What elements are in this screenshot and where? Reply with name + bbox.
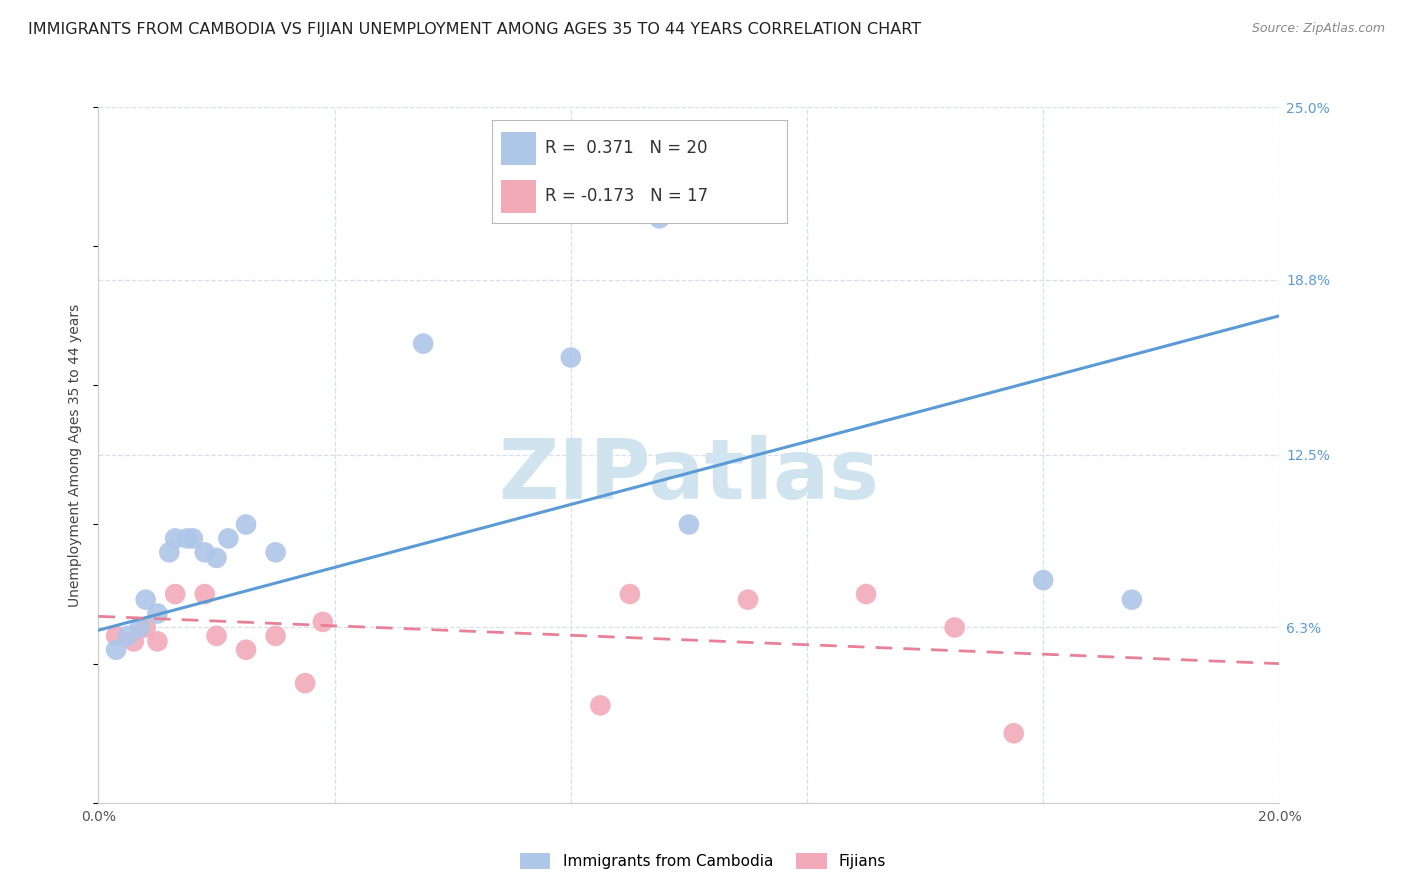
Point xyxy=(135,620,157,634)
Point xyxy=(235,642,257,657)
Point xyxy=(678,517,700,532)
Point xyxy=(412,336,434,351)
Point xyxy=(105,629,128,643)
Bar xyxy=(501,132,536,164)
Point xyxy=(176,532,198,546)
Point xyxy=(1121,592,1143,607)
Legend: Immigrants from Cambodia, Fijians: Immigrants from Cambodia, Fijians xyxy=(513,847,893,875)
Point xyxy=(619,587,641,601)
Point xyxy=(235,517,257,532)
Point xyxy=(146,607,169,621)
Text: R = -0.173   N = 17: R = -0.173 N = 17 xyxy=(546,187,709,205)
Point xyxy=(205,629,228,643)
Point xyxy=(1032,573,1054,587)
Point xyxy=(855,587,877,601)
Point xyxy=(117,629,139,643)
Text: ZIPatlas: ZIPatlas xyxy=(499,435,879,516)
Point xyxy=(157,545,180,559)
Text: R =  0.371   N = 20: R = 0.371 N = 20 xyxy=(546,139,707,157)
Point xyxy=(264,545,287,559)
Point xyxy=(128,620,150,634)
Point xyxy=(217,532,239,546)
Point xyxy=(122,634,145,648)
Point xyxy=(312,615,335,629)
Point xyxy=(943,620,966,634)
Point xyxy=(181,532,204,546)
Point xyxy=(205,550,228,565)
Point xyxy=(194,587,217,601)
Point xyxy=(648,211,671,226)
Point xyxy=(737,592,759,607)
Text: Source: ZipAtlas.com: Source: ZipAtlas.com xyxy=(1251,22,1385,36)
Point xyxy=(589,698,612,713)
Point xyxy=(560,351,582,365)
Point xyxy=(264,629,287,643)
Y-axis label: Unemployment Among Ages 35 to 44 years: Unemployment Among Ages 35 to 44 years xyxy=(69,303,83,607)
Bar xyxy=(501,180,536,212)
Point xyxy=(165,532,187,546)
Point xyxy=(194,545,217,559)
Point xyxy=(294,676,316,690)
Point xyxy=(146,634,169,648)
Point xyxy=(1002,726,1025,740)
Point xyxy=(105,642,128,657)
Text: IMMIGRANTS FROM CAMBODIA VS FIJIAN UNEMPLOYMENT AMONG AGES 35 TO 44 YEARS CORREL: IMMIGRANTS FROM CAMBODIA VS FIJIAN UNEMP… xyxy=(28,22,921,37)
Point xyxy=(135,592,157,607)
Point xyxy=(165,587,187,601)
